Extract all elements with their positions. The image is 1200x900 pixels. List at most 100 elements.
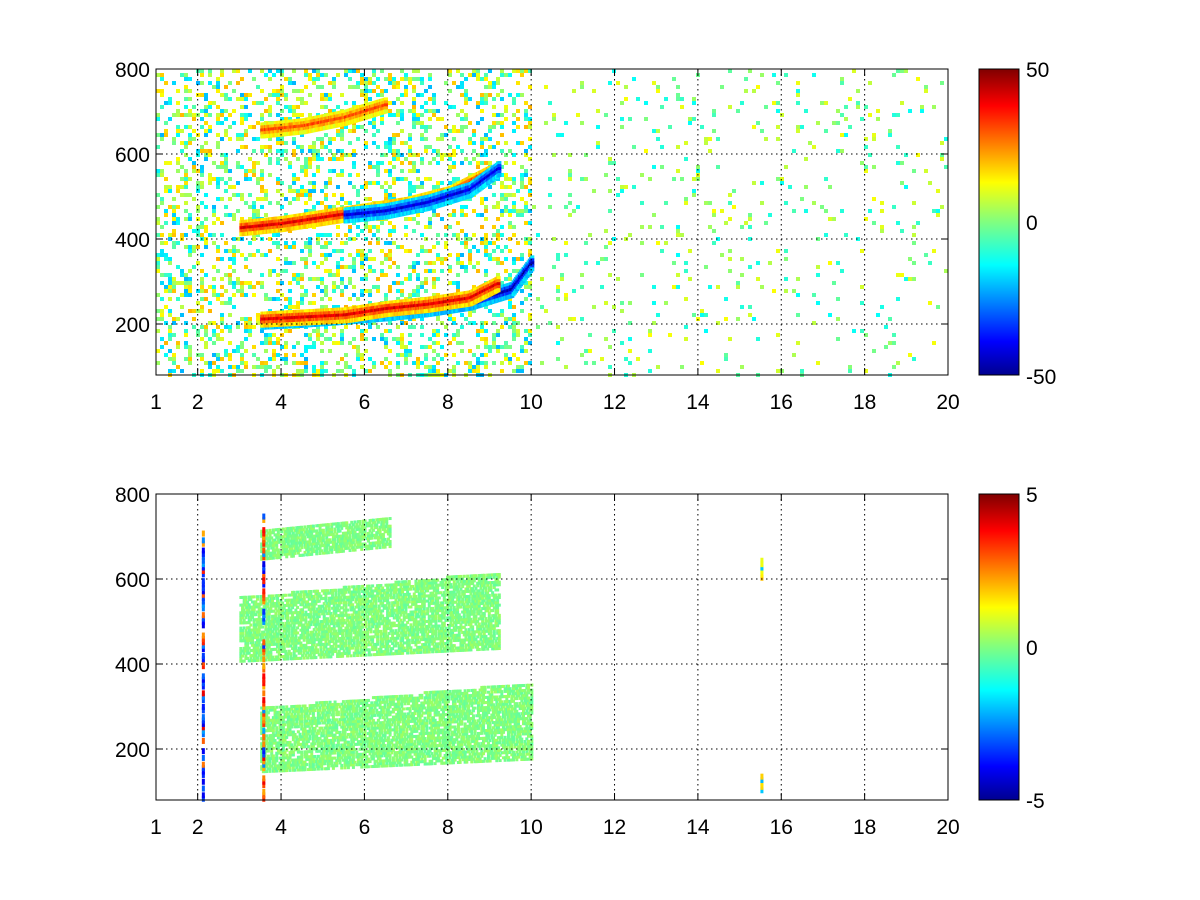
heatmap-cell (312, 209, 316, 213)
heatmap-cell (484, 345, 488, 349)
heatmap-cell (164, 289, 168, 293)
heatmap-cell (464, 117, 468, 121)
heatmap-cell (440, 257, 444, 261)
heatmap-cell (372, 337, 376, 341)
heatmap-cell (492, 241, 496, 245)
heatmap-cell (896, 69, 900, 73)
heatmap-cell (792, 353, 796, 357)
heatmap-cell (212, 285, 216, 289)
heatmap-cell (240, 193, 244, 197)
heatmap-cell (184, 209, 188, 213)
heatmap-cell (760, 73, 764, 77)
heatmap-cell (476, 269, 480, 273)
heatmap-cell (224, 289, 228, 293)
heatmap-cell (568, 169, 572, 173)
heatmap-cell (224, 153, 228, 157)
heatmap-cell (256, 317, 260, 321)
heatmap-cell (364, 89, 368, 93)
heatmap-cell (620, 301, 624, 305)
heatmap-cell (172, 321, 176, 325)
heatmap-cell (280, 281, 284, 285)
heatmap-cell (680, 105, 684, 109)
heatmap-cell (300, 189, 304, 193)
heatmap-cell (448, 165, 452, 169)
heatmap-cell (184, 169, 188, 173)
heatmap-cell (840, 77, 844, 81)
heatmap-cell (364, 85, 368, 89)
heatmap-cell (212, 329, 216, 333)
heatmap-cell (676, 233, 680, 237)
heatmap-cell (432, 261, 436, 265)
heatmap-cell (516, 213, 520, 217)
heatmap-cell (184, 105, 188, 109)
heatmap-cell (252, 285, 256, 289)
heatmap-cell (400, 109, 404, 113)
heatmap-cell (164, 213, 168, 217)
heatmap-cell (292, 141, 296, 145)
heatmap-cell (912, 225, 916, 229)
heatmap-cell (616, 277, 620, 281)
heatmap-cell (184, 329, 188, 333)
heatmap-cell (488, 345, 492, 349)
heatmap-cell (392, 193, 396, 197)
heatmap-cell (348, 265, 352, 269)
heatmap-cell (424, 277, 428, 281)
heatmap-cell (216, 145, 220, 149)
heatmap-cell (224, 205, 228, 209)
heatmap-cell (256, 321, 260, 325)
heatmap-cell (420, 185, 424, 189)
heatmap-cell (412, 125, 416, 129)
heatmap-cell (212, 369, 216, 373)
heatmap-cell (476, 357, 480, 361)
heatmap-cell (412, 109, 416, 113)
heatmap-cell (484, 361, 488, 365)
heatmap-cell (432, 93, 436, 97)
heatmap-cell (160, 89, 164, 93)
heatmap-cell (388, 349, 392, 353)
heatmap-cell (772, 73, 776, 77)
heatmap-cell (932, 341, 936, 345)
heatmap-cell (440, 181, 444, 185)
heatmap-cell (248, 253, 252, 257)
heatmap-cell (232, 109, 236, 113)
heatmap-cell (292, 345, 296, 349)
heatmap-cell (216, 357, 220, 361)
heatmap-cell (240, 105, 244, 109)
heatmap-cell (224, 157, 228, 161)
heatmap-cell (288, 281, 292, 285)
heatmap-cell (244, 337, 248, 341)
heatmap-cell (836, 149, 840, 153)
heatmap-cell (472, 69, 476, 73)
heatmap-cell (656, 241, 660, 245)
heatmap-cell (312, 277, 316, 281)
heatmap-cell (320, 253, 324, 257)
heatmap-cell (700, 125, 704, 129)
heatmap-cell (168, 185, 172, 189)
heatmap-cell (652, 81, 656, 85)
heatmap-cell (160, 317, 164, 321)
heatmap-cell (332, 109, 336, 113)
heatmap-cell (492, 121, 496, 125)
heatmap-cell (456, 237, 460, 241)
heatmap-cell (776, 109, 780, 113)
heatmap-cell (284, 261, 288, 265)
heatmap-cell (324, 197, 328, 201)
heatmap-cell (296, 105, 300, 109)
heatmap-cell (332, 249, 336, 253)
heatmap-cell (396, 97, 400, 101)
heatmap-cell (460, 93, 464, 97)
heatmap-cell (400, 289, 404, 293)
heatmap-cell (276, 241, 280, 245)
heatmap-cell (436, 317, 440, 321)
heatmap-cell (520, 345, 524, 349)
heatmap-cell (288, 301, 292, 305)
heatmap-cell (484, 305, 488, 309)
heatmap-cell (560, 133, 564, 137)
heatmap-cell (216, 121, 220, 125)
heatmap-cell (408, 273, 412, 277)
heatmap-cell (352, 185, 356, 189)
heatmap-cell (860, 285, 864, 289)
heatmap-cell (192, 229, 196, 233)
heatmap-cell (352, 265, 356, 269)
heatmap-cell (608, 81, 612, 85)
